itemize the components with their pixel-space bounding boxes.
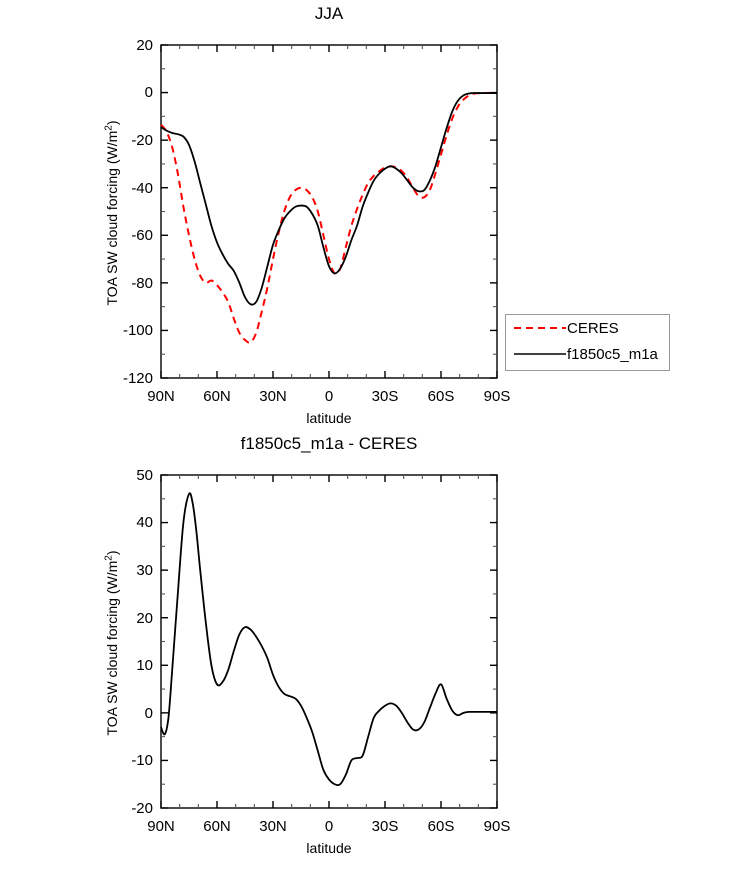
top-x-tick-30N: 30N <box>259 388 287 405</box>
legend-label-model: f1850c5_m1a <box>567 345 658 363</box>
top-y-axis-label-exponent: 2 <box>103 125 115 131</box>
bottom-x-tick-90S: 90S <box>483 818 511 835</box>
top-y-tick-m40: -40 <box>131 180 153 197</box>
bottom-y-tick-20: 20 <box>136 610 153 627</box>
top-x-tick-30S: 30S <box>371 388 399 405</box>
bottom-y-tick-m10: -10 <box>131 752 153 769</box>
legend-swatch-ceres <box>514 321 566 335</box>
bottom-y-axis-label-exponent: 2 <box>103 555 115 561</box>
bottom-x-tick-90N: 90N <box>147 818 175 835</box>
top-y-tick-m60: -60 <box>131 227 153 244</box>
legend-swatch-model <box>514 347 566 361</box>
bottom-y-tick-m20: -20 <box>131 800 153 817</box>
top-y-tick-20: 20 <box>136 37 153 54</box>
bottom-x-tick-30S: 30S <box>371 818 399 835</box>
bottom-y-tick-10: 10 <box>136 657 153 674</box>
top-y-tick-m80: -80 <box>131 275 153 292</box>
legend-item-model[interactable]: f1850c5_m1a <box>506 341 669 367</box>
bottom-x-axis-label: latitude <box>306 840 352 856</box>
legend-item-ceres[interactable]: CERES <box>506 315 669 341</box>
top-y-tick-0: 0 <box>144 84 153 101</box>
top-y-tick-m100: -100 <box>122 322 153 339</box>
top-x-tick-0: 0 <box>324 388 334 405</box>
bottom-x-tick-60S: 60S <box>427 818 455 835</box>
top-x-tick-90S: 90S <box>483 388 511 405</box>
bottom-x-tick-0: 0 <box>324 818 334 835</box>
bottom-x-tick-30N: 30N <box>259 818 287 835</box>
bottom-panel: f1850c5_m1a - CERES TOA SW cloud forcing… <box>0 430 733 869</box>
top-y-axis-label-tail: ) <box>104 120 120 126</box>
top-y-axis-label: TOA SW cloud forcing (W/m2) <box>103 93 120 333</box>
bottom-y-axis-label: TOA SW cloud forcing (W/m2) <box>103 523 120 763</box>
top-y-tick-m20: -20 <box>131 132 153 149</box>
top-x-tick-60N: 60N <box>203 388 231 405</box>
bottom-x-tick-60N: 60N <box>203 818 231 835</box>
top-x-tick-90N: 90N <box>147 388 175 405</box>
top-x-axis-label: latitude <box>306 410 352 426</box>
top-y-tick-m120: -120 <box>122 370 153 387</box>
bottom-chart-title: f1850c5_m1a - CERES <box>240 434 418 453</box>
bottom-y-axis-label-tail: ) <box>104 550 120 556</box>
top-x-tick-60S: 60S <box>427 388 455 405</box>
bottom-y-tick-30: 30 <box>136 562 153 579</box>
bottom-y-tick-0: 0 <box>144 705 153 722</box>
legend-label-ceres: CERES <box>567 319 619 337</box>
bottom-y-tick-40: 40 <box>136 514 153 531</box>
legend: CERES f1850c5_m1a <box>505 314 670 371</box>
bottom-y-tick-50: 50 <box>136 467 153 484</box>
top-chart-title: JJA <box>314 4 344 23</box>
